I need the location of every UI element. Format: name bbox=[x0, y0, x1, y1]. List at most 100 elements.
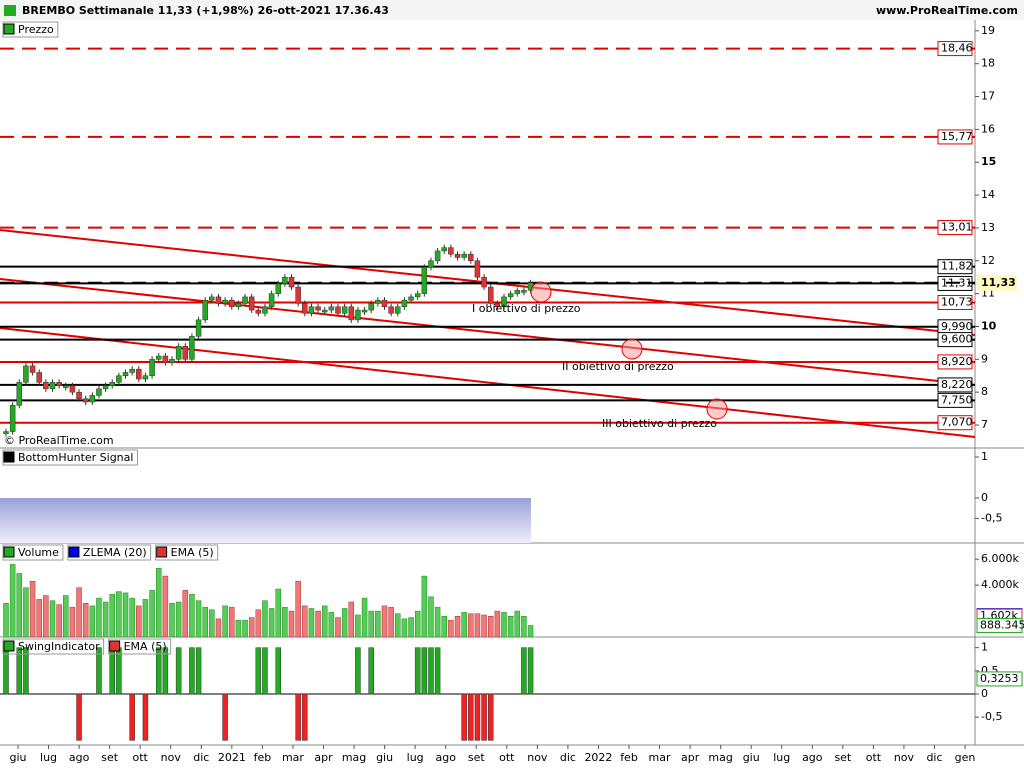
y-tick-label: 1 bbox=[981, 641, 988, 654]
title-bar bbox=[0, 0, 1024, 20]
volume-bar bbox=[308, 608, 315, 638]
candle bbox=[408, 296, 414, 301]
x-tick-label: giu bbox=[743, 751, 760, 764]
y-tick-label: 1 bbox=[981, 450, 988, 463]
swing-bar bbox=[275, 647, 281, 695]
candle bbox=[82, 398, 89, 403]
site: www.ProRealTime.com bbox=[876, 4, 1018, 17]
y-tick-label: 17 bbox=[981, 90, 995, 103]
target-circle bbox=[706, 398, 728, 420]
y-tick-label: 13 bbox=[981, 221, 995, 234]
volume-bar bbox=[474, 613, 481, 638]
legend-box bbox=[2, 21, 59, 38]
trend-line bbox=[0, 278, 976, 386]
volume-bar bbox=[514, 610, 521, 638]
volume-bar bbox=[122, 592, 129, 638]
swing-bar bbox=[155, 647, 162, 695]
x-tick-label: giu bbox=[376, 751, 393, 764]
candle bbox=[275, 283, 281, 294]
x-tick-label: lug bbox=[773, 751, 790, 764]
target-circle bbox=[621, 338, 643, 360]
candle bbox=[282, 276, 288, 285]
legend-swatch bbox=[109, 640, 121, 652]
candle bbox=[235, 303, 242, 308]
swing-bar bbox=[76, 693, 82, 741]
target-circle bbox=[530, 281, 552, 303]
candle bbox=[3, 431, 9, 434]
volume-bar bbox=[242, 619, 248, 638]
y-tick-label: 15 bbox=[981, 155, 996, 168]
volume-bar bbox=[235, 619, 242, 638]
candle bbox=[195, 319, 202, 337]
swing-bar bbox=[414, 647, 421, 695]
volume-bar bbox=[255, 609, 262, 638]
x-tick-label: feb bbox=[254, 751, 272, 764]
x-tick-label: mar bbox=[649, 751, 671, 764]
x-tick-label: nov bbox=[894, 751, 915, 764]
candle bbox=[149, 359, 155, 376]
candle bbox=[401, 299, 408, 308]
volume-bar bbox=[16, 573, 23, 638]
candle bbox=[43, 382, 49, 390]
level-label: 8,220 bbox=[941, 378, 973, 391]
swing-bar bbox=[302, 693, 308, 741]
candle bbox=[461, 253, 467, 258]
y-tick-label: 10 bbox=[981, 319, 997, 332]
x-tick-label: dic bbox=[926, 751, 942, 764]
volume-bar bbox=[182, 590, 189, 638]
candle bbox=[69, 385, 76, 393]
level-box bbox=[937, 294, 973, 310]
x-tick-label: ago bbox=[802, 751, 823, 764]
candle bbox=[136, 368, 142, 380]
x-tick-label: apr bbox=[681, 751, 700, 764]
volume-bar bbox=[129, 597, 135, 638]
volume-bar bbox=[501, 612, 507, 638]
candle bbox=[341, 306, 348, 314]
legend-swatch bbox=[3, 546, 15, 558]
legend-swatch bbox=[3, 640, 15, 652]
candle bbox=[182, 345, 189, 360]
candle bbox=[36, 372, 42, 383]
swing-bar bbox=[129, 693, 135, 741]
volume-bar bbox=[521, 616, 527, 638]
candle bbox=[448, 247, 454, 255]
volume-bar bbox=[162, 575, 169, 638]
volume-bar bbox=[341, 608, 348, 638]
volume-bar bbox=[448, 619, 454, 638]
x-tick-label: ott bbox=[133, 751, 149, 764]
title: BREMBO Settimanale 11,33 (+1,98%) 26-ott… bbox=[22, 4, 389, 17]
swing-bar bbox=[222, 693, 228, 741]
x-tick-label: nov bbox=[527, 751, 548, 764]
volume-bar bbox=[408, 617, 414, 638]
swing-bar bbox=[355, 647, 361, 695]
level-box bbox=[937, 220, 973, 236]
annotation: III obiettivo di prezzo bbox=[602, 417, 717, 430]
candle bbox=[229, 299, 235, 308]
candle bbox=[348, 306, 355, 321]
volume-bar bbox=[23, 587, 29, 638]
volume-bar bbox=[149, 590, 155, 638]
swing-bar bbox=[195, 647, 202, 695]
x-tick-label: mag bbox=[708, 751, 732, 764]
volume-bar bbox=[348, 601, 355, 638]
volume-bar bbox=[494, 610, 501, 638]
legend-label: BottomHunter Signal bbox=[18, 451, 133, 464]
candle bbox=[507, 293, 514, 298]
volume-bar bbox=[454, 616, 461, 638]
legend-box bbox=[67, 544, 152, 561]
level-label: 11,82 bbox=[941, 260, 973, 273]
volume-bar bbox=[169, 603, 175, 638]
candle bbox=[454, 253, 461, 258]
level-label: 7,750 bbox=[941, 393, 973, 406]
swing-bar bbox=[109, 647, 115, 695]
candle bbox=[302, 303, 308, 314]
swing-bar bbox=[487, 693, 494, 741]
candle bbox=[315, 306, 321, 311]
candle bbox=[23, 365, 29, 383]
swing-bar bbox=[96, 647, 102, 695]
volume-bar bbox=[527, 625, 534, 638]
volume-bar bbox=[96, 597, 102, 638]
volume-bar bbox=[69, 606, 76, 638]
swing-bar bbox=[3, 647, 9, 695]
